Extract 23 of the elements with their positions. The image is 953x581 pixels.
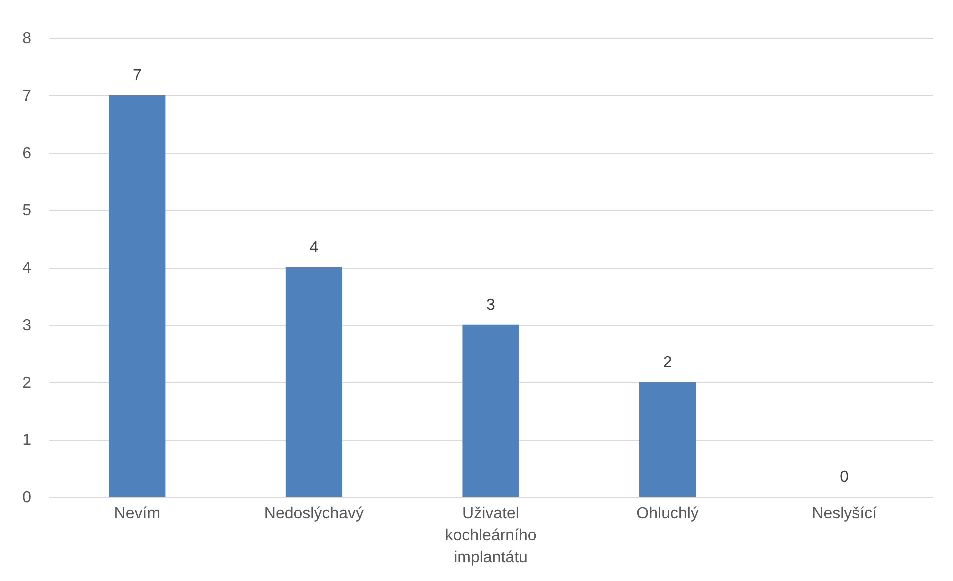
y-tick-label: 7	[22, 88, 32, 105]
bar	[286, 268, 342, 497]
data-label: 0	[840, 469, 850, 486]
x-tick-label: Ohluchlý	[636, 506, 699, 522]
y-tick-label: 3	[22, 317, 32, 334]
x-tick-label: Neslyšící	[812, 506, 878, 522]
data-label: 4	[310, 240, 319, 256]
y-tick-label: 1	[22, 432, 32, 450]
y-tick-label: 5	[22, 202, 32, 220]
bar	[462, 324, 520, 497]
data-label: 7	[132, 67, 142, 84]
bar	[640, 382, 696, 497]
bar	[109, 95, 166, 497]
y-tick-label: 6	[22, 145, 32, 162]
y-tick-label: 2	[22, 374, 32, 392]
y-tick-label: 0	[22, 490, 32, 506]
x-tick-label: Nedoslýchavý	[264, 506, 364, 522]
x-tick-label: Uživatel kochleárního implantátu	[445, 506, 537, 566]
data-label: 2	[663, 354, 672, 372]
y-tick-label: 4	[22, 260, 32, 277]
data-label: 3	[486, 296, 496, 314]
y-tick-label: 8	[22, 30, 32, 48]
x-tick-label: Nevím	[114, 506, 161, 522]
